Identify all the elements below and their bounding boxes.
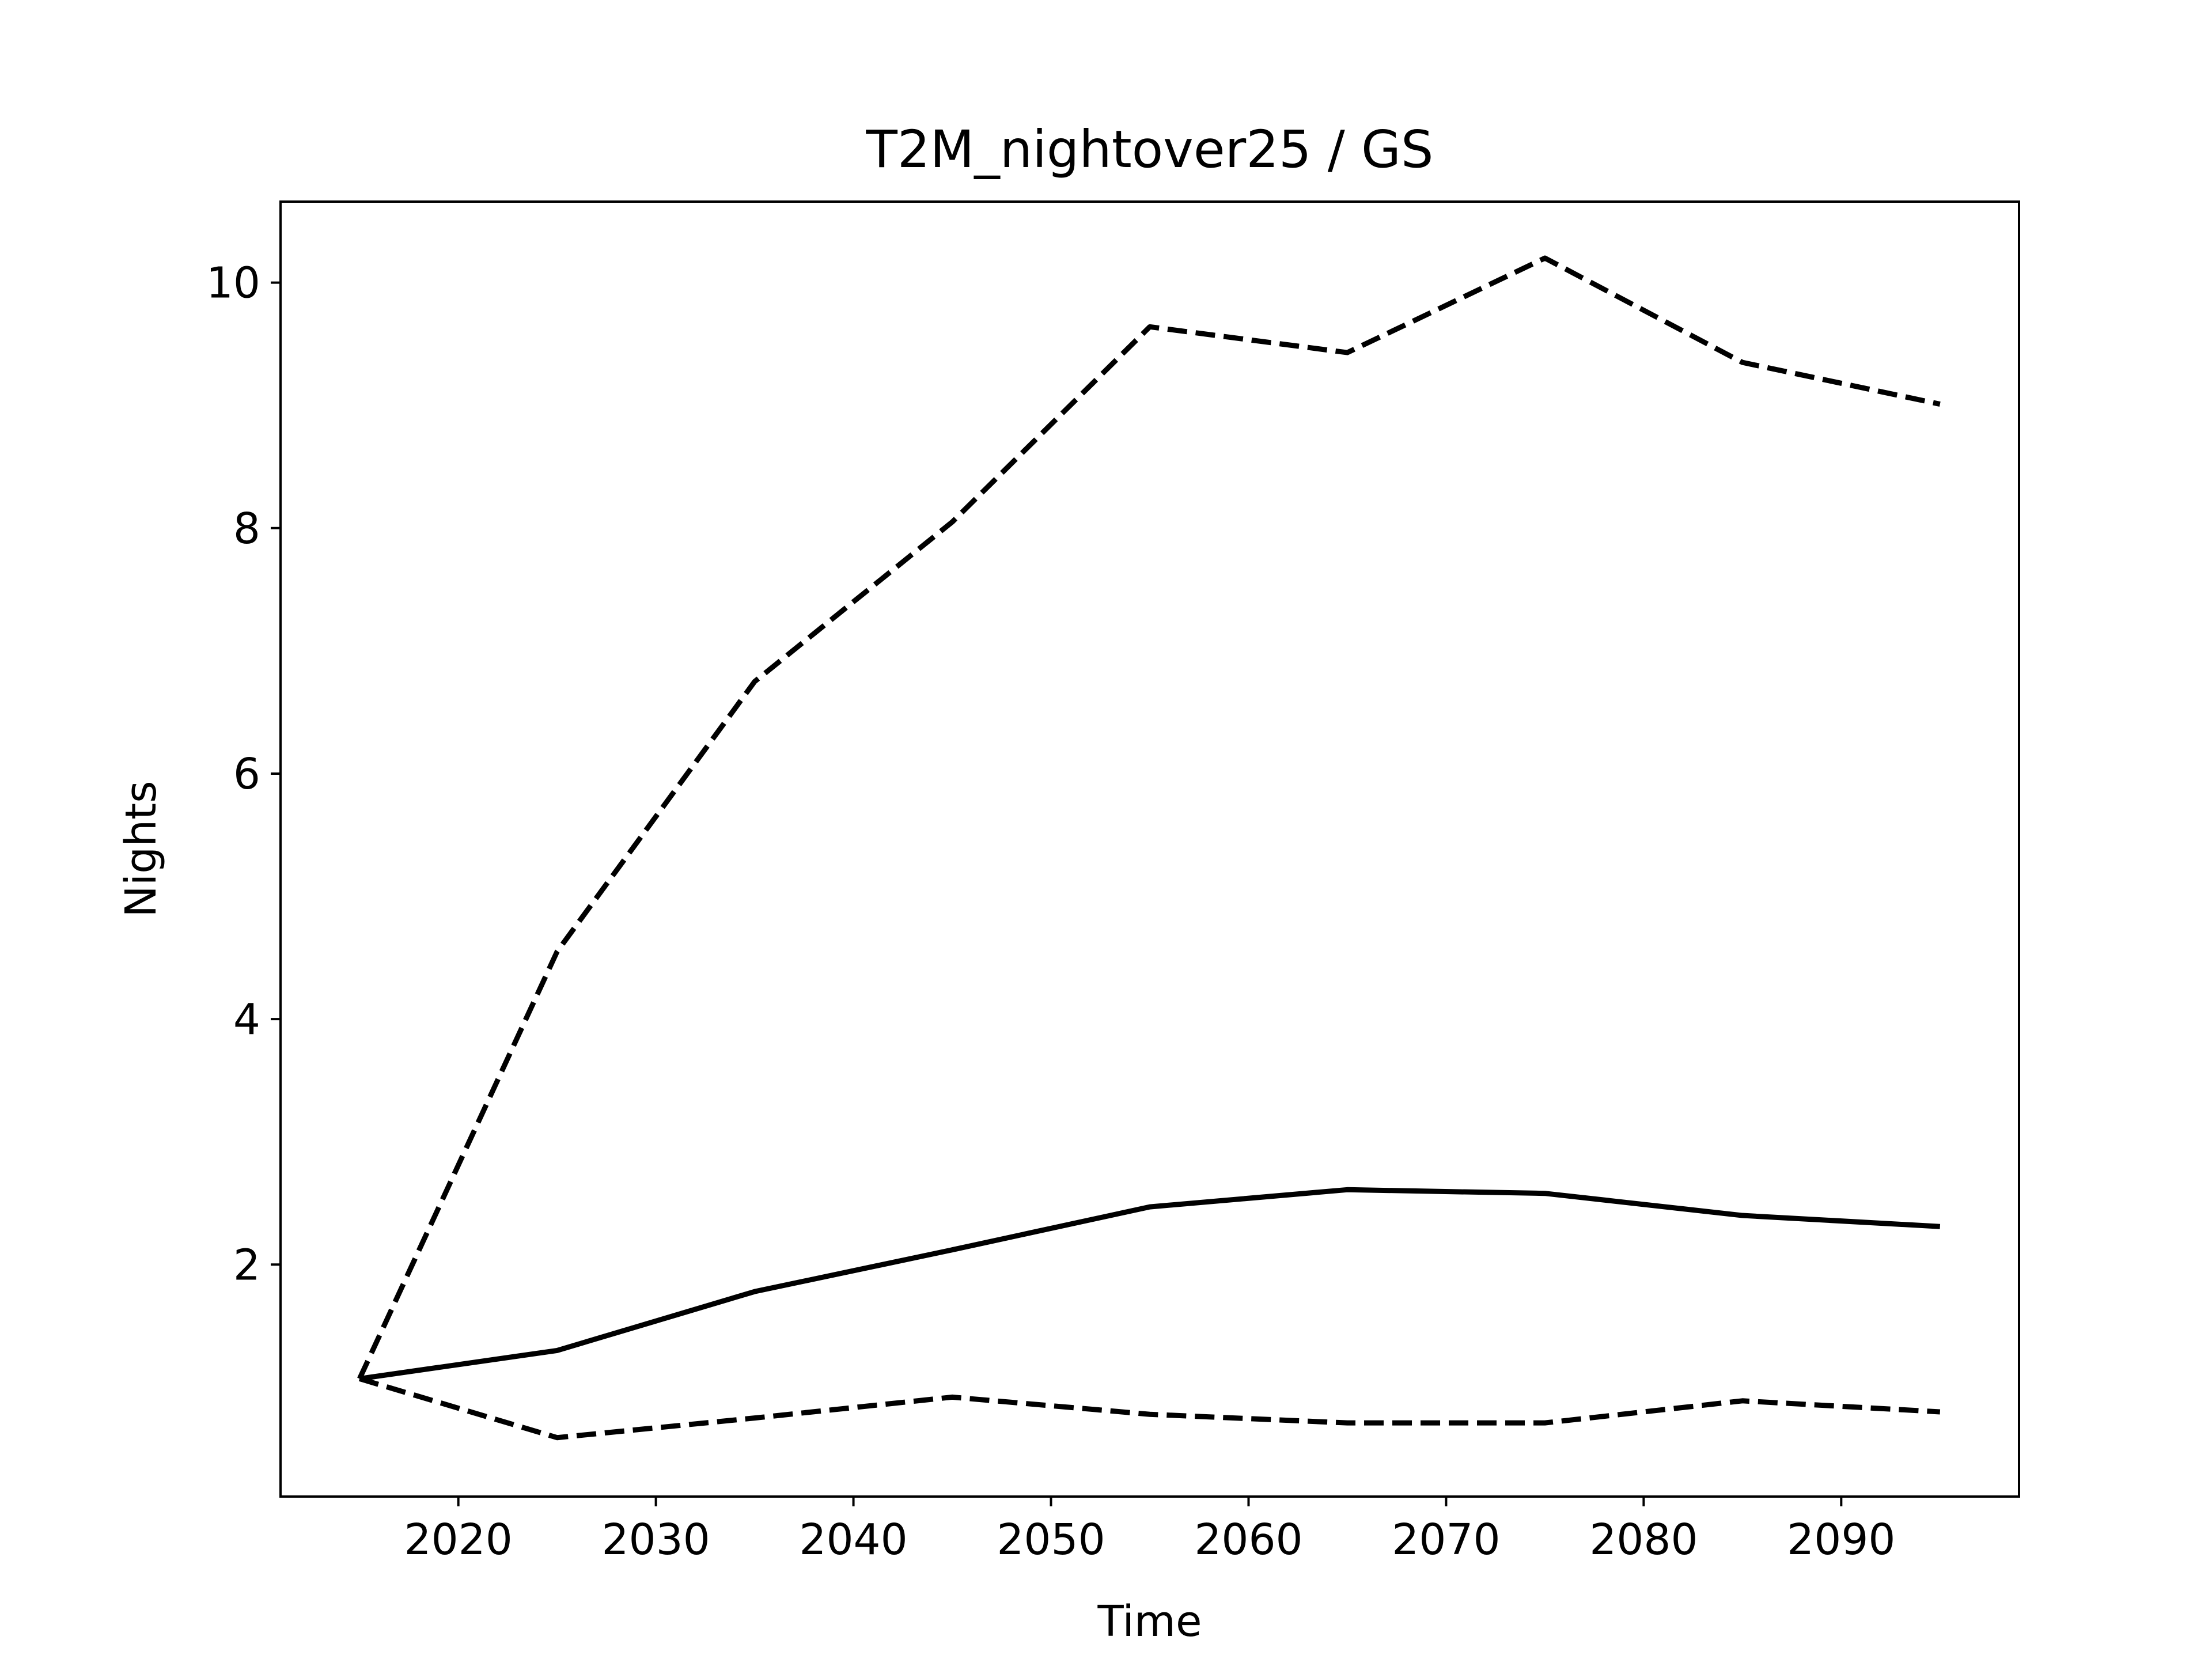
x-tick-label: 2090	[1787, 1515, 1895, 1565]
x-tick-label: 2080	[1589, 1515, 1698, 1565]
y-tick-label: 10	[206, 259, 260, 308]
x-tick-label: 2020	[404, 1515, 512, 1565]
chart-title: T2M_nightover25 / GS	[866, 119, 1434, 179]
y-tick-label: 2	[233, 1240, 260, 1290]
x-axis-label: Time	[1097, 1597, 1202, 1646]
x-tick-label: 2030	[601, 1515, 710, 1565]
x-tick-label: 2050	[997, 1515, 1105, 1565]
data-line	[358, 1376, 1941, 1441]
data-line	[357, 255, 1941, 1380]
y-tick-label: 8	[233, 504, 260, 554]
plot-frame	[279, 200, 2020, 1498]
x-tick-label: 2040	[799, 1515, 907, 1565]
x-tick-label: 2060	[1194, 1515, 1302, 1565]
x-tick-label: 2070	[1392, 1515, 1500, 1565]
y-tick-label: 4	[233, 995, 260, 1044]
y-axis-label: Nights	[116, 781, 166, 917]
y-tick-label: 6	[233, 749, 260, 799]
data-line	[359, 1187, 1941, 1381]
